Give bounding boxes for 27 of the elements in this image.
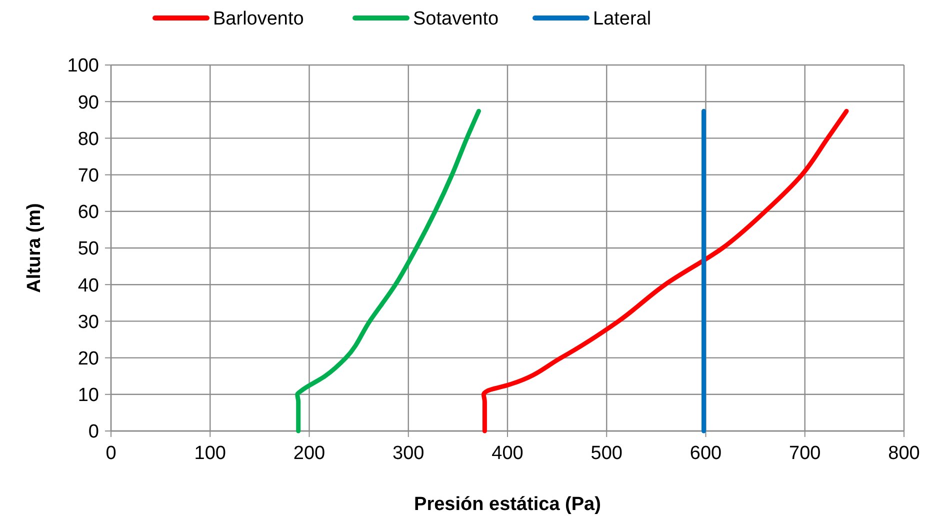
x-tick-label: 200 [293,443,326,464]
line-series [295,108,482,434]
y-tick-label: 10 [78,385,99,406]
x-axis-title: Presión estática (Pa) [414,494,601,515]
x-tick-label: 700 [789,443,821,464]
x-tick-label: 0 [106,443,116,464]
y-tick-label: 100 [67,56,99,77]
x-tick-label: 100 [194,443,226,464]
x-tick-label: 500 [590,443,622,464]
line-series [481,108,849,434]
y-tick-label: 30 [78,312,99,333]
legend-label: Lateral [593,8,652,30]
x-tick-label: 600 [690,443,722,464]
x-tick-label: 300 [392,443,424,464]
x-tick-label: 400 [492,443,524,464]
x-tick-label: 800 [888,443,920,464]
y-tick-label: 70 [78,165,99,186]
y-axis-title: Altura (m) [24,203,45,293]
legend-label: Sotavento [413,8,499,30]
y-tick-label: 90 [78,92,99,114]
legend-label: Barlovento [213,8,304,30]
y-tick-label: 60 [78,202,99,224]
y-tick-label: 40 [78,275,99,296]
y-tick-label: 0 [88,422,99,443]
y-tick-label: 20 [78,348,99,370]
y-tick-label: 80 [78,128,99,150]
y-tick-label: 50 [78,238,99,260]
